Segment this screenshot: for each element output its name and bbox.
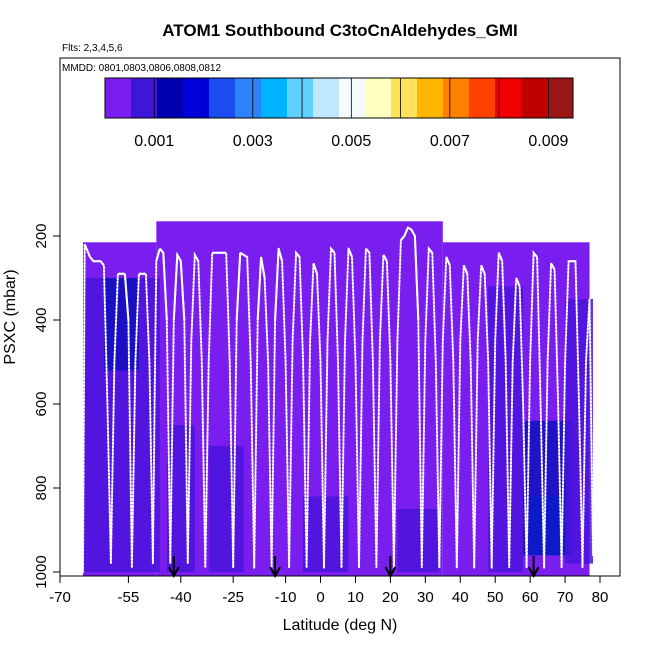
y-tick-label-3: 800 [33,475,50,500]
colorbar-tick-label-4: 0.009 [528,133,568,150]
y-tick-label-1: 400 [33,307,50,332]
flight-level-leg-29 [403,227,409,237]
flight-level-leg-38 [515,277,521,287]
flight-level-leg-19 [260,256,266,279]
colorbar-swatch-3 [183,78,210,118]
colorbar-swatch-10 [365,78,392,118]
colorbar-swatch-9 [339,78,366,118]
colorbar-tick-label-3: 0.007 [430,133,470,150]
colorbar-swatch-1 [131,78,158,118]
x-tick-label-8: 30 [417,589,434,606]
flight-level-leg-20 [274,248,280,321]
dates-note: MMDD: 0801,0803,0806,0808,0812 [62,63,221,74]
x-tick-label-2: -40 [170,589,192,606]
flight-level-leg-11 [172,254,179,321]
flights-note: Flts: 2,3,4,5,6 [62,43,123,54]
y-tick-label-4: 1000 [33,555,50,588]
x-tick-label-4: -10 [275,589,297,606]
colorbar-tick-label-1: 0.003 [233,133,273,150]
colorbar-swatch-16 [521,78,548,118]
flight-level-leg-28 [400,235,406,241]
colorbar-swatch-13 [443,78,470,118]
flight-level-leg-4 [99,260,105,267]
field-region-2 [208,446,244,572]
flight-level-leg-36 [480,265,486,275]
x-tick-label-13: 80 [592,589,609,606]
x-tick-label-3: -25 [222,589,244,606]
x-tick-label-12: 70 [557,589,574,606]
flight-level-leg-10 [162,252,168,321]
x-axis: -70 -55 -40 -25 -10 0 10 20 30 40 50 60 70 80 [49,575,620,606]
colorbar-frame [104,77,574,119]
x-axis-label: Latitude (deg N) [283,617,398,634]
colorbar-swatch-2 [157,78,184,118]
colorbar-swatch-7 [287,78,314,118]
x-tick-label-10: 50 [487,589,504,606]
flight-level-leg-24 [330,247,336,254]
flight-level-leg-35 [462,265,469,275]
colorbar-swatch-4 [209,78,236,118]
x-tick-label-5: 0 [316,589,324,606]
x-tick-label-6: 10 [347,589,364,606]
flight-level-leg-17 [239,251,248,258]
x-tick-label-11: 60 [522,589,539,606]
flight-level-leg-14 [193,254,200,262]
field-region-7 [530,496,566,556]
y-axis: 200 400 600 800 1000 [33,223,60,589]
field-region-4 [397,509,440,572]
colorbar-swatch-11 [391,78,418,118]
flight-level-leg-32 [413,235,420,321]
flight-level-leg-33 [428,247,434,254]
flight-track-layer [82,226,594,573]
flight-level-leg-40 [550,262,556,271]
flight-level-leg-27 [382,254,388,262]
flight-level-leg-30 [407,226,412,231]
flight-level-leg-34 [445,256,451,266]
x-tick-label-0: -70 [49,589,71,606]
y-axis-label: PSXC (mbar) [2,269,19,364]
colorbar-swatch-12 [417,78,444,118]
flight-level-leg-39 [532,252,538,258]
colorbar-tick-label-2: 0.005 [331,133,371,150]
y-tick-label-0: 200 [33,223,50,248]
flight-level-leg-13 [179,261,186,321]
flight-level-leg-26 [365,247,371,254]
x-tick-label-1: -55 [118,589,140,606]
flight-level-leg-1 [85,248,91,258]
flight-level-leg-6 [123,273,130,321]
colorbar-swatch-17 [547,78,574,118]
x-tick-label-9: 40 [452,589,469,606]
flight-level-leg-9 [159,247,165,254]
colorbar: 0.001 0.003 0.005 0.007 0.009 [104,77,574,150]
colorbar-swatch-5 [235,78,262,118]
flight-level-leg-2 [89,256,95,262]
flight-level-leg-23 [312,262,318,275]
chart-title: ATOM1 Southbound C3toCnAldehydes_GMI [162,21,517,40]
flight-level-leg-12 [176,254,182,262]
flight-level-leg-22 [295,252,301,258]
flight-level-leg-37 [497,252,504,262]
colorbar-swatch-0 [105,78,132,118]
colorbar-swatch-6 [261,78,288,118]
flight-level-leg-0 [83,244,88,249]
flight-level-leg-18 [256,256,263,321]
colorbar-swatch-8 [313,78,340,118]
flight-level-leg-16 [235,252,242,321]
colorbar-tick-label-0: 0.001 [134,133,174,150]
x-tick-label-7: 20 [382,589,399,606]
flight-level-leg-8 [155,248,161,262]
colorbar-swatch-14 [469,78,496,118]
flight-track [82,226,594,573]
y-tick-label-2: 600 [33,391,50,416]
field-region-9 [103,278,139,371]
flight-level-leg-31 [410,229,416,237]
flight-level-leg-21 [277,248,284,262]
flight-level-leg-25 [347,248,353,258]
